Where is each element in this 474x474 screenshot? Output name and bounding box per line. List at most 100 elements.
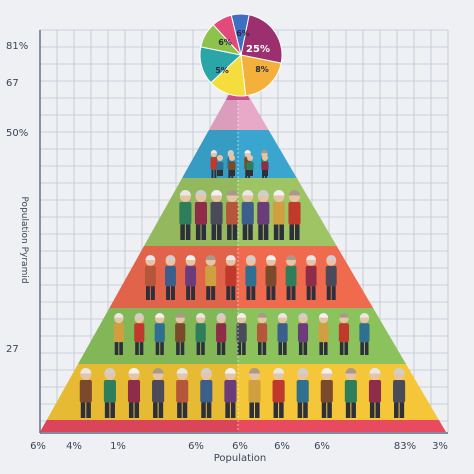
person-figure	[154, 313, 165, 355]
person-body	[79, 380, 92, 403]
person-body	[285, 265, 297, 287]
y-tick-label: 50%	[6, 128, 28, 139]
pie-label: 8%	[255, 65, 269, 74]
person-hair	[128, 368, 140, 374]
person-leg	[225, 402, 230, 418]
pyramid-band-6	[46, 364, 439, 420]
person-figure	[103, 368, 116, 418]
person-leg	[217, 170, 223, 176]
person-figure	[176, 368, 189, 418]
person-leg	[271, 286, 276, 300]
person-figure	[344, 368, 357, 418]
person-body	[246, 162, 254, 170]
person-leg	[273, 402, 279, 418]
person-leg	[364, 342, 369, 355]
person-leg	[327, 402, 332, 418]
person-leg	[195, 224, 201, 240]
person-body	[368, 380, 382, 403]
x-tick-label: 83%	[394, 441, 416, 452]
person-head	[262, 155, 268, 161]
person-hair	[318, 313, 329, 318]
person-leg	[394, 402, 399, 418]
person-figure	[297, 313, 309, 355]
person-hair	[225, 255, 236, 260]
pyramid-band-2-shade	[182, 130, 238, 178]
person-leg	[258, 342, 262, 355]
person-hair	[286, 255, 296, 260]
person-hair	[393, 368, 405, 374]
person-leg	[258, 224, 263, 240]
person-leg	[289, 224, 294, 240]
person-figure	[248, 368, 261, 418]
person-figure	[144, 255, 156, 300]
person-leg	[303, 402, 308, 418]
person-figure	[246, 155, 254, 176]
person-hair	[134, 313, 144, 318]
person-figure	[272, 368, 285, 418]
person-head	[247, 155, 253, 161]
person-body	[344, 380, 357, 403]
person-figure	[241, 190, 254, 240]
person-figure	[261, 155, 269, 176]
person-body	[241, 202, 254, 225]
person-hair	[244, 150, 251, 154]
person-body	[103, 380, 116, 403]
person-hair	[257, 313, 267, 318]
person-body	[134, 323, 145, 343]
person-figure	[296, 368, 309, 418]
person-figure	[113, 313, 124, 355]
person-hair	[211, 190, 223, 196]
person-body	[248, 380, 261, 403]
person-hair	[242, 190, 254, 196]
person-figure	[236, 313, 247, 355]
person-body	[297, 323, 309, 343]
person-leg	[375, 402, 381, 418]
tick-labels: 81% 67 50% 27 6% 4% 1% 6% 6% 6% 6% 83% 3% Population P…	[6, 41, 448, 464]
person-leg	[128, 402, 134, 418]
person-leg	[191, 286, 196, 300]
person-leg	[171, 286, 175, 300]
person-hair	[145, 255, 156, 260]
pie-label: 25%	[246, 44, 270, 55]
person-leg	[298, 342, 303, 355]
person-figure	[205, 255, 217, 300]
person-hair	[200, 368, 212, 374]
person-figure	[216, 155, 224, 176]
person-hair	[152, 368, 164, 374]
person-leg	[242, 224, 248, 240]
person-leg	[262, 170, 268, 176]
person-leg	[145, 286, 150, 300]
person-figure	[338, 313, 350, 355]
person-hair	[185, 255, 196, 260]
person-body	[320, 380, 333, 403]
pyramid-band-1	[208, 78, 269, 130]
person-figure	[216, 313, 227, 355]
person-body	[154, 323, 165, 343]
person-leg	[227, 224, 232, 240]
person-leg	[211, 224, 217, 240]
person-body	[210, 157, 218, 170]
people-figures	[79, 100, 406, 432]
person-figure	[272, 190, 285, 240]
person-leg	[86, 402, 91, 418]
person-body	[261, 162, 269, 170]
person-figure	[210, 150, 218, 178]
person-hair	[224, 368, 236, 374]
person-figure	[179, 190, 192, 240]
person-body	[236, 323, 247, 343]
person-leg	[344, 342, 349, 355]
person-figure	[265, 255, 277, 300]
person-figure	[200, 368, 213, 418]
person-body	[305, 265, 317, 287]
person-body	[257, 202, 270, 225]
person-hair	[104, 368, 116, 374]
person-leg	[283, 342, 287, 355]
person-leg	[286, 286, 291, 300]
person-body	[194, 202, 208, 225]
person-leg	[226, 286, 231, 300]
person-leg	[166, 286, 171, 300]
person-hair	[369, 368, 381, 374]
person-leg	[279, 224, 284, 240]
